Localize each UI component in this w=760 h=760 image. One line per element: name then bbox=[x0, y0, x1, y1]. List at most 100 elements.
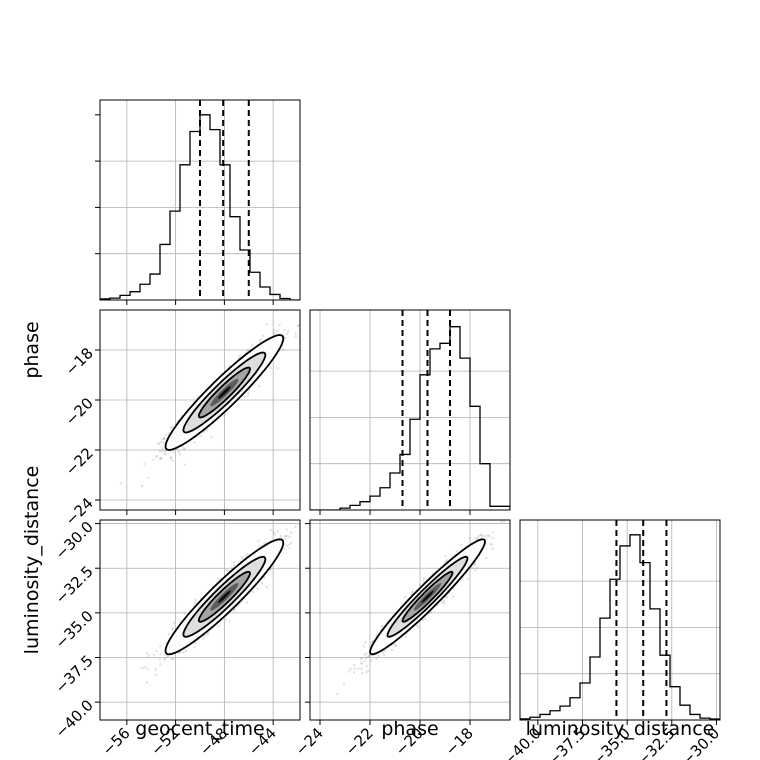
sample-point bbox=[410, 591, 414, 594]
panel-geocent-time-hist bbox=[95, 99, 301, 305]
sample-point bbox=[232, 561, 236, 564]
x-tick-label: −56 bbox=[99, 724, 134, 759]
sample-point bbox=[192, 645, 196, 649]
sample-point bbox=[252, 590, 255, 594]
sample-point bbox=[158, 658, 161, 661]
sample-point bbox=[163, 437, 166, 441]
sample-point bbox=[394, 645, 397, 648]
scatter-geocent-time-luminosity-distance bbox=[141, 520, 299, 684]
sample-point bbox=[391, 648, 394, 652]
sample-point bbox=[489, 542, 492, 546]
sample-point bbox=[160, 457, 163, 460]
sample-point bbox=[178, 453, 181, 456]
sample-point bbox=[193, 441, 196, 444]
y-axis-label-luminosity-distance: luminosity_distance bbox=[21, 466, 43, 655]
sample-point bbox=[287, 330, 290, 333]
sample-point bbox=[276, 367, 279, 370]
sample-point bbox=[364, 641, 367, 644]
sample-point bbox=[140, 484, 144, 488]
sample-point bbox=[161, 438, 165, 441]
sample-point bbox=[269, 528, 273, 531]
sample-point bbox=[158, 450, 162, 453]
sample-point bbox=[480, 533, 483, 536]
sample-point bbox=[404, 596, 407, 599]
sample-point bbox=[360, 667, 363, 671]
axes-frame bbox=[99, 519, 301, 721]
sample-point bbox=[170, 657, 173, 661]
panel-phase-vs-luminosity-distance: −24 −22 −20 −18 bbox=[292, 519, 511, 759]
sample-point bbox=[185, 649, 188, 653]
axes-frame bbox=[309, 519, 511, 721]
sample-point bbox=[238, 354, 241, 357]
sample-point bbox=[359, 658, 363, 661]
sample-point bbox=[154, 673, 157, 676]
sample-point bbox=[441, 601, 444, 604]
y-tick-label: −22 bbox=[62, 444, 97, 479]
sample-point bbox=[483, 534, 486, 537]
sample-point bbox=[169, 426, 172, 429]
sample-point bbox=[152, 653, 155, 657]
sample-point bbox=[393, 642, 396, 646]
sample-point bbox=[164, 453, 168, 456]
sample-point bbox=[203, 634, 206, 638]
y-tick-label: −35.0 bbox=[52, 607, 97, 652]
sample-point bbox=[415, 624, 419, 627]
sample-point bbox=[206, 633, 209, 636]
sample-point bbox=[411, 590, 415, 593]
sample-point bbox=[349, 667, 352, 670]
axes-frame bbox=[99, 309, 301, 511]
sample-point bbox=[205, 428, 208, 431]
sample-point bbox=[199, 434, 202, 438]
sample-point bbox=[451, 595, 455, 598]
sample-point bbox=[289, 541, 293, 545]
y-axis-label-phase: phase bbox=[21, 321, 43, 378]
sample-point bbox=[258, 544, 261, 548]
sample-point bbox=[256, 587, 259, 591]
sample-point bbox=[183, 612, 186, 615]
sample-point bbox=[383, 649, 386, 653]
sample-point bbox=[353, 667, 356, 670]
sample-point bbox=[305, 312, 307, 314]
sample-point bbox=[146, 652, 149, 655]
sample-point bbox=[288, 547, 291, 550]
sample-point bbox=[160, 450, 164, 453]
sample-point bbox=[240, 555, 244, 558]
sample-point bbox=[473, 563, 477, 566]
sample-point bbox=[366, 670, 370, 673]
sample-point bbox=[141, 666, 144, 670]
sample-point bbox=[360, 656, 363, 660]
sample-point bbox=[144, 666, 147, 669]
sample-point bbox=[263, 542, 266, 545]
sample-point bbox=[423, 617, 427, 620]
sample-point bbox=[228, 620, 231, 623]
sample-point bbox=[158, 442, 161, 446]
sample-point bbox=[154, 455, 158, 458]
sample-point bbox=[417, 626, 420, 629]
sample-point bbox=[294, 332, 297, 335]
sample-point bbox=[364, 670, 368, 674]
sample-point bbox=[486, 534, 489, 537]
sample-point bbox=[159, 456, 162, 460]
sample-point bbox=[143, 462, 146, 466]
sample-point bbox=[448, 591, 451, 595]
sample-point bbox=[275, 329, 278, 333]
sample-point bbox=[353, 663, 356, 666]
sample-point bbox=[290, 531, 293, 534]
sample-point bbox=[173, 621, 176, 625]
sample-point bbox=[283, 535, 286, 538]
axes-frame bbox=[519, 519, 721, 721]
sample-point bbox=[421, 619, 424, 622]
sample-point bbox=[282, 547, 286, 550]
sample-point bbox=[445, 558, 449, 562]
sample-point bbox=[207, 632, 210, 635]
sample-point bbox=[243, 395, 246, 398]
sample-point bbox=[257, 539, 260, 542]
sample-point bbox=[284, 336, 287, 340]
sample-point bbox=[281, 348, 285, 351]
sample-point bbox=[163, 653, 166, 656]
sample-point bbox=[296, 324, 300, 327]
sample-point bbox=[474, 568, 477, 572]
sample-point bbox=[272, 329, 276, 332]
sample-point bbox=[169, 456, 173, 459]
